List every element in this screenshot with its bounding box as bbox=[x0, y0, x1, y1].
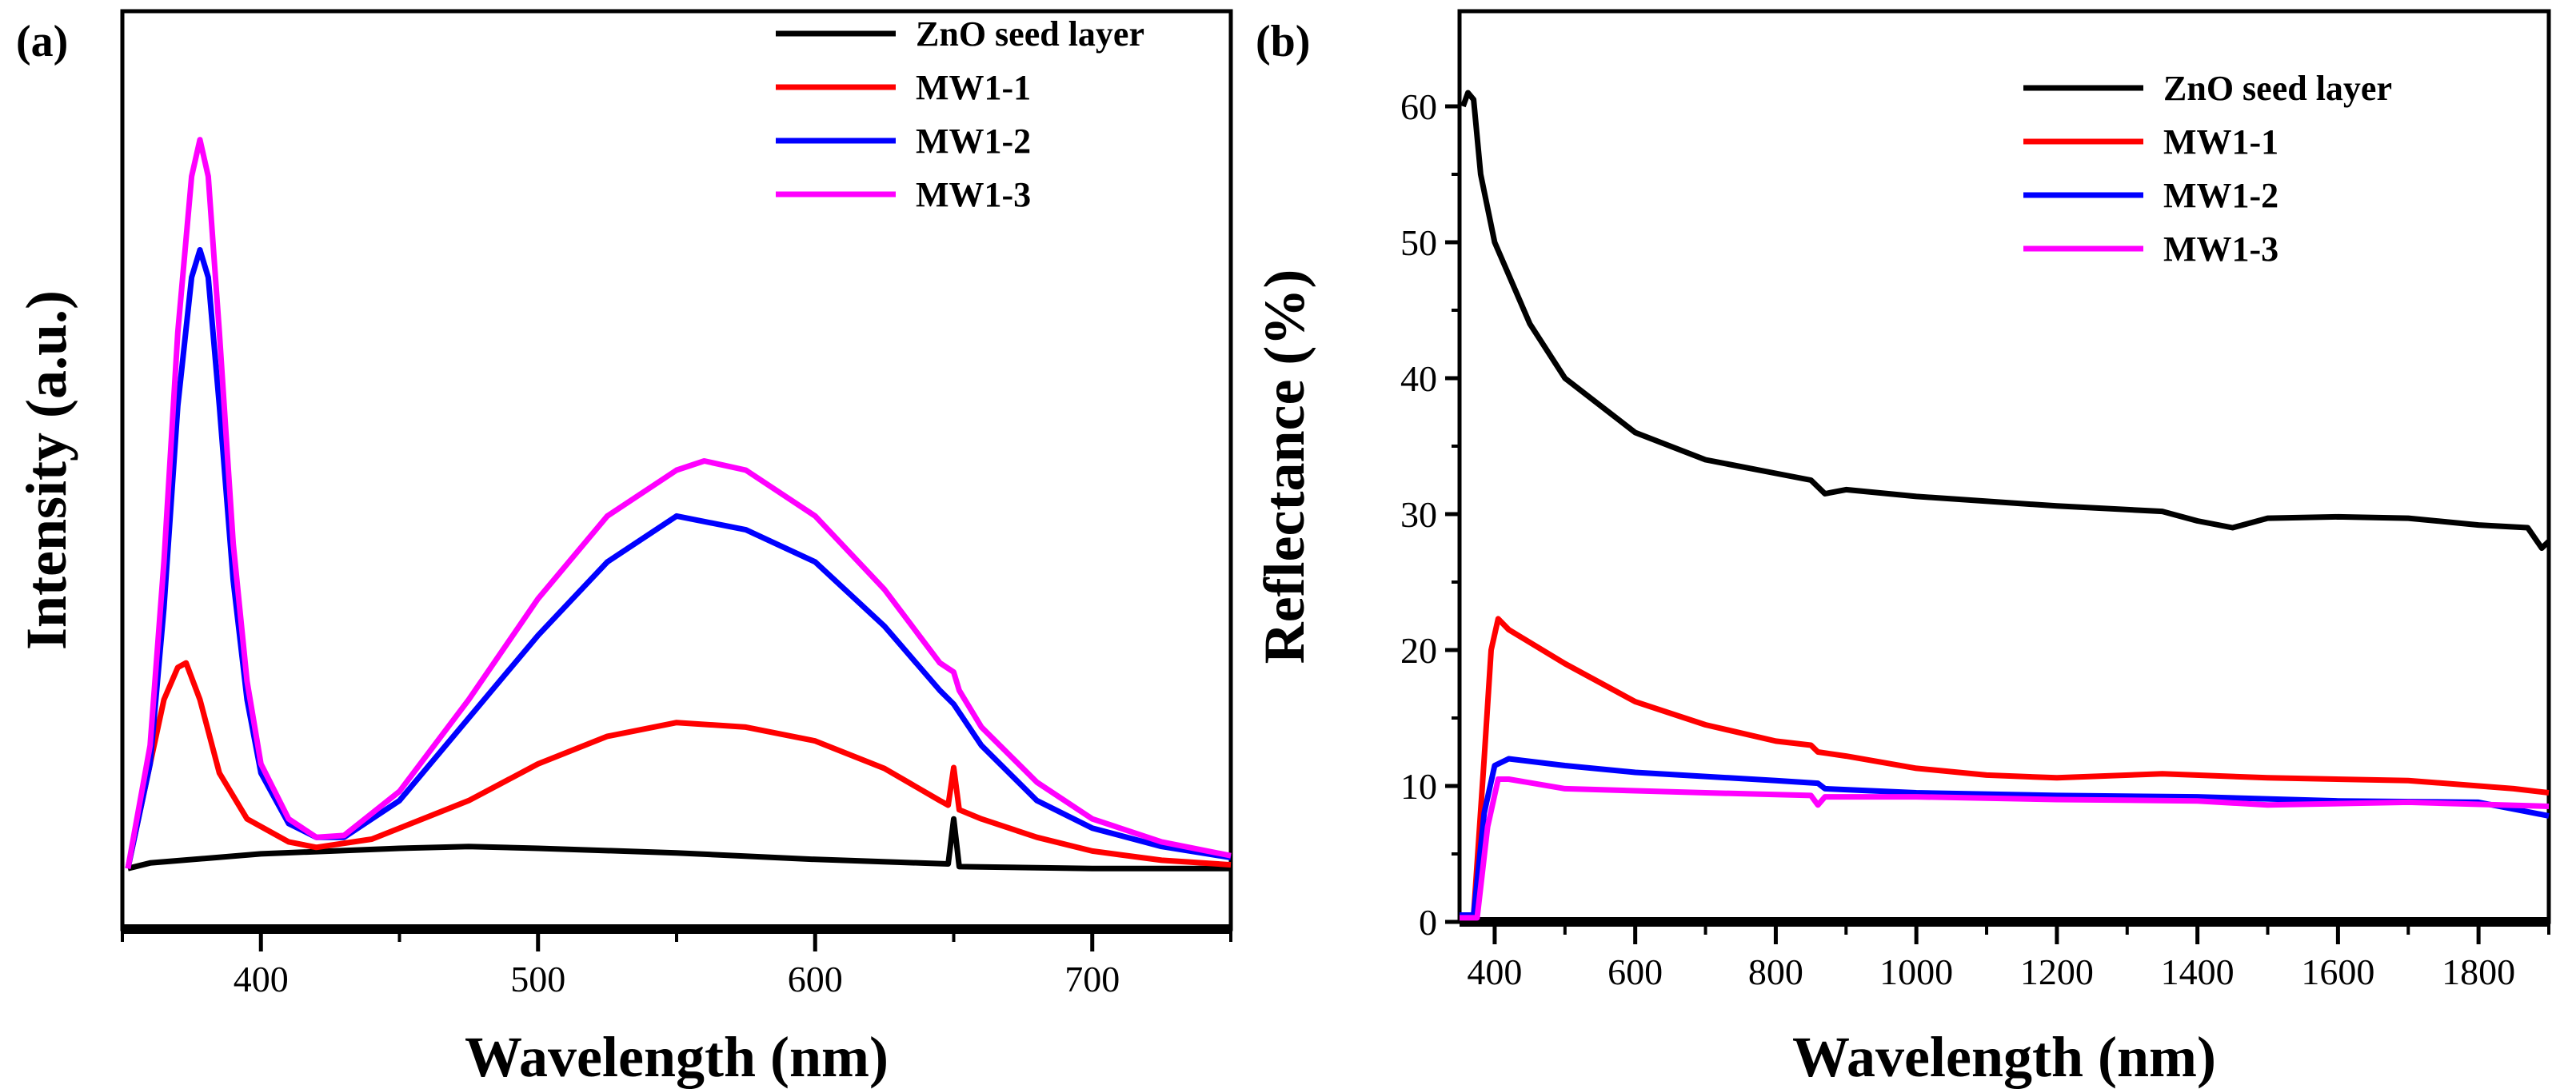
legend-label: MW1-1 bbox=[2163, 122, 2278, 162]
panel-label: (a) bbox=[16, 17, 68, 66]
x-tick-label: 1600 bbox=[2301, 951, 2374, 992]
legend-label: ZnO seed layer bbox=[916, 14, 1144, 54]
legend-label: ZnO seed layer bbox=[2163, 69, 2392, 108]
series-line-zno-seed-layer bbox=[127, 816, 1231, 872]
y-tick-label: 60 bbox=[1400, 86, 1437, 127]
y-axis-title: Reflectance (%) bbox=[1252, 269, 1316, 664]
x-tick-label: 500 bbox=[510, 959, 565, 999]
x-axis-title: Wavelength (nm) bbox=[465, 1025, 889, 1089]
y-tick-label: 20 bbox=[1400, 630, 1437, 671]
x-tick-label: 700 bbox=[1064, 959, 1120, 999]
chart-panel-b: 400 600 800 1000 1200 1400 1600 1800 0 10 20 30 40 50… bbox=[1252, 9, 2551, 1089]
x-tick-label: 1200 bbox=[2020, 951, 2094, 992]
y-tick-label: 30 bbox=[1400, 494, 1437, 535]
legend-label: MW1-3 bbox=[916, 175, 1031, 214]
series-line-mw1-1 bbox=[125, 660, 1232, 869]
y-tick-label: 40 bbox=[1400, 358, 1437, 399]
x-tick-label: 400 bbox=[1467, 951, 1522, 992]
series-line-mw1-2 bbox=[1460, 756, 2550, 918]
x-axis-title: Wavelength (nm) bbox=[1792, 1025, 2216, 1089]
x-tick-label: 400 bbox=[234, 959, 289, 999]
panel-label: (b) bbox=[1256, 17, 1310, 66]
legend-label: MW1-2 bbox=[2163, 176, 2278, 215]
x-tick-label: 1000 bbox=[1879, 951, 1953, 992]
chart-panel-a: 400 500 600 700 Wavelength (nm) Intensity (a.… bbox=[14, 9, 1233, 1089]
x-tick-label: 1400 bbox=[2161, 951, 2235, 992]
y-tick-label: 10 bbox=[1400, 766, 1437, 807]
y-tick-label: 50 bbox=[1400, 222, 1437, 263]
plot-frame bbox=[1457, 9, 2551, 924]
series-line-mw1-1 bbox=[1460, 616, 2550, 918]
y-axis-title: Intensity (a.u.) bbox=[14, 290, 78, 650]
legend-label: MW1-1 bbox=[916, 68, 1031, 107]
x-tick-label: 800 bbox=[1748, 951, 1803, 992]
x-tick-label: 1800 bbox=[2442, 951, 2515, 992]
y-tick-label: 0 bbox=[1419, 902, 1437, 943]
x-tick-label: 600 bbox=[788, 959, 843, 999]
series-line-mw1-2 bbox=[125, 247, 1232, 869]
legend-label: MW1-2 bbox=[916, 122, 1031, 161]
series-line-zno-seed-layer bbox=[1460, 90, 2551, 551]
x-tick-label: 600 bbox=[1608, 951, 1663, 992]
legend-label: MW1-3 bbox=[2163, 229, 2278, 269]
series-line-mw1-3 bbox=[1460, 776, 2550, 921]
series-line-mw1-3 bbox=[125, 137, 1232, 869]
